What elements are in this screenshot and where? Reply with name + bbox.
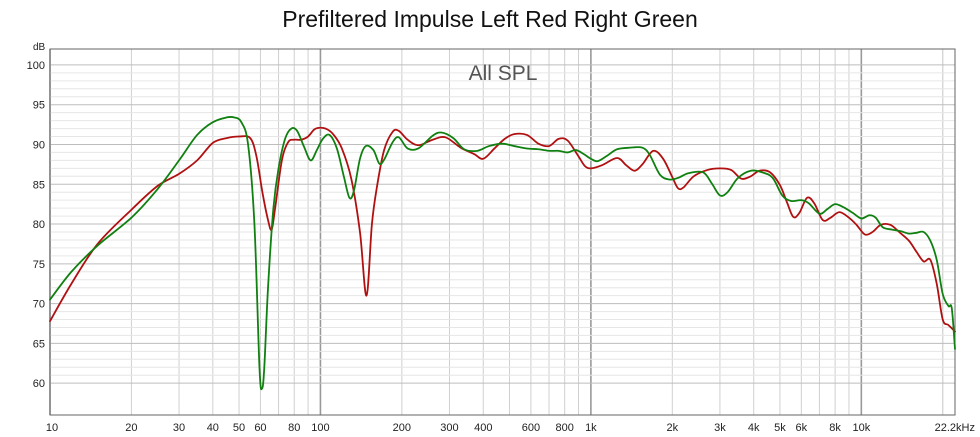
x-tick-label: 400	[474, 422, 492, 434]
y-tick-label: 75	[33, 259, 45, 271]
x-tick-label: 300	[440, 422, 458, 434]
y-axis-unit-label: dB	[33, 42, 46, 53]
x-tick-label: 40	[207, 422, 219, 434]
x-tick-label: 1k	[585, 422, 597, 434]
y-tick-label: 65	[33, 338, 45, 350]
x-tick-label: 10k	[852, 422, 870, 434]
x-tick-label: 60	[254, 422, 266, 434]
x-tick-label: 20	[125, 422, 137, 434]
x-tick-label: 8k	[829, 422, 841, 434]
x-tick-label: 6k	[796, 422, 808, 434]
x-ticks: 10 20 30 40 50 60 80 100 200 300 400 600 800 1k 2k 3k 4k…	[46, 422, 975, 434]
y-tick-label: 100	[27, 60, 45, 72]
x-tick-label: 30	[173, 422, 185, 434]
grid	[49, 49, 955, 415]
all-spl-annotation: All SPL	[469, 62, 538, 85]
x-tick-label: 100	[311, 422, 329, 434]
x-tick-label: 600	[522, 422, 540, 434]
y-tick-label: 70	[33, 299, 45, 311]
x-tick-label: 3k	[714, 422, 726, 434]
y-ticks: 60 65 70 75 80 85 90 95 100	[27, 60, 45, 390]
x-tick-label: 4k	[748, 422, 760, 434]
series-line-red	[49, 126, 956, 333]
y-tick-label: 85	[33, 179, 45, 191]
series	[49, 115, 956, 391]
x-tick-label: 2k	[666, 422, 678, 434]
y-tick-label: 90	[33, 139, 45, 151]
y-tick-label: 60	[33, 378, 45, 390]
x-tick-label: 200	[393, 422, 411, 434]
chart-title: Prefiltered Impulse Left Red Right Green	[282, 6, 698, 32]
x-tick-label: 50	[233, 422, 245, 434]
x-tick-label: 10	[46, 422, 58, 434]
x-tick-label: 22.2kHz	[935, 422, 975, 434]
plot-frame	[49, 48, 956, 416]
x-tick-label: 80	[288, 422, 300, 434]
x-tick-label: 5k	[774, 422, 786, 434]
x-tick-label: 800	[555, 422, 573, 434]
y-tick-label: 95	[33, 100, 45, 112]
y-tick-label: 80	[33, 219, 45, 231]
series-line-green	[49, 115, 956, 391]
